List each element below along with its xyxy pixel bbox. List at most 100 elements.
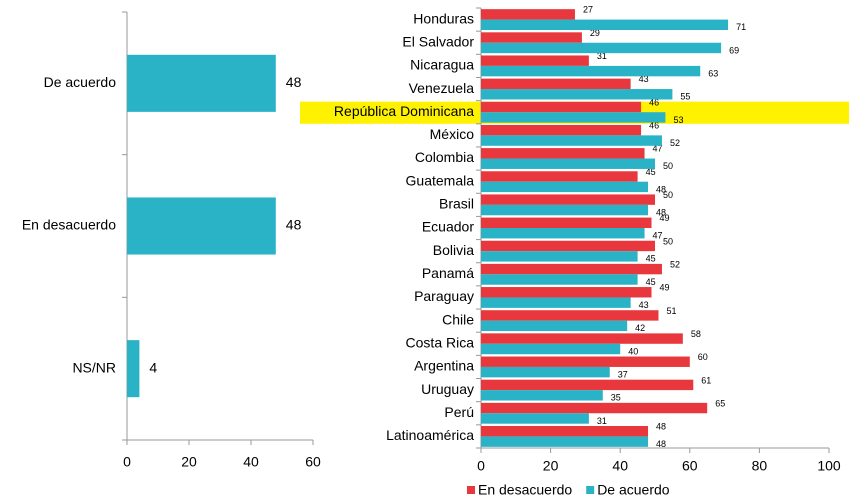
bar [127, 340, 140, 398]
value-label: 49 [660, 283, 670, 293]
x-tick-label: 40 [243, 454, 259, 470]
y-tick-label: Latinoamérica [386, 427, 474, 443]
bar [481, 333, 683, 344]
value-label: 35 [611, 393, 621, 403]
value-label: 50 [663, 236, 673, 246]
value-label: 29 [590, 28, 600, 38]
bar [481, 379, 694, 391]
legend-label: En desacuerdo [478, 482, 572, 498]
value-label: 71 [736, 22, 746, 32]
value-label: 47 [653, 231, 663, 241]
bar [481, 32, 582, 43]
bar [127, 197, 276, 255]
y-tick-label: Paraguay [414, 288, 474, 304]
bar [127, 54, 276, 112]
value-label: 48 [656, 207, 666, 217]
bar [481, 55, 589, 66]
bar [481, 148, 645, 159]
y-tick-label: NS/NR [72, 359, 116, 375]
bar [481, 413, 589, 424]
value-label: 49 [660, 213, 670, 223]
bar [481, 194, 655, 205]
bar [481, 426, 649, 437]
value-label: 50 [663, 190, 673, 200]
value-label: 48 [656, 184, 666, 194]
bar [481, 89, 673, 100]
value-label: 31 [597, 416, 607, 426]
bar [481, 287, 652, 298]
y-tick-label: Chile [442, 311, 474, 327]
bar [481, 78, 631, 90]
y-tick-label: Ecuador [422, 219, 474, 235]
value-label: 48 [286, 74, 302, 90]
bar [481, 390, 603, 401]
bar [481, 356, 690, 367]
value-label: 46 [649, 97, 659, 107]
x-tick-label: 60 [682, 458, 698, 474]
bar [481, 101, 642, 113]
x-tick-label: 80 [752, 458, 768, 474]
x-tick-label: 0 [123, 454, 131, 470]
bar [481, 42, 722, 54]
y-tick-label: Colombia [415, 149, 474, 165]
bar [481, 65, 701, 77]
bar [481, 135, 662, 146]
value-label: 48 [656, 439, 666, 449]
value-label: 61 [701, 375, 711, 385]
value-label: 27 [583, 5, 593, 15]
bar [481, 297, 631, 308]
y-tick-label: República Dominicana [334, 103, 474, 119]
y-tick-label: En desacuerdo [22, 217, 116, 233]
bar [481, 124, 642, 136]
bar [481, 9, 575, 20]
bar [481, 181, 649, 193]
value-label: 55 [680, 92, 690, 102]
value-label: 47 [653, 144, 663, 154]
y-tick-label: Guatemala [406, 172, 475, 188]
bar [481, 240, 655, 252]
value-label: 43 [639, 300, 649, 310]
value-label: 65 [715, 398, 725, 408]
bar [481, 366, 610, 378]
y-tick-label: Nicaragua [410, 57, 474, 73]
legend-swatch [467, 486, 475, 494]
bar [481, 217, 652, 228]
value-label: 48 [656, 422, 666, 432]
value-label: 69 [729, 45, 739, 55]
bar [481, 158, 655, 169]
y-tick-label: Honduras [413, 10, 474, 26]
legend-swatch [586, 486, 595, 494]
value-label: 37 [618, 370, 628, 380]
value-label: 63 [708, 68, 718, 78]
legend-label: De acuerdo [597, 482, 670, 498]
y-tick-label: El Salvador [402, 33, 474, 49]
value-label: 50 [663, 161, 673, 171]
value-label: 31 [597, 51, 607, 61]
x-tick-label: 20 [543, 458, 559, 474]
bar [481, 19, 729, 30]
value-label: 48 [286, 217, 302, 233]
y-tick-label: Argentina [414, 358, 474, 374]
value-label: 43 [639, 74, 649, 84]
value-label: 53 [673, 115, 683, 125]
bar [481, 251, 638, 262]
bar [481, 436, 649, 447]
bar [481, 320, 628, 332]
value-label: 45 [646, 254, 656, 264]
bar [481, 343, 621, 355]
value-label: 60 [698, 352, 708, 362]
value-label: 42 [635, 323, 645, 333]
bar [481, 171, 638, 182]
y-tick-label: Perú [444, 404, 474, 420]
value-label: 46 [649, 121, 659, 131]
y-tick-label: Panamá [422, 265, 474, 281]
bar [481, 204, 649, 216]
bar [481, 263, 662, 275]
value-label: 52 [670, 259, 680, 269]
x-tick-label: 60 [305, 454, 321, 470]
value-label: 40 [628, 346, 638, 356]
bar [481, 112, 666, 123]
y-tick-label: Brasil [439, 196, 474, 212]
y-tick-label: Costa Rica [406, 334, 475, 350]
